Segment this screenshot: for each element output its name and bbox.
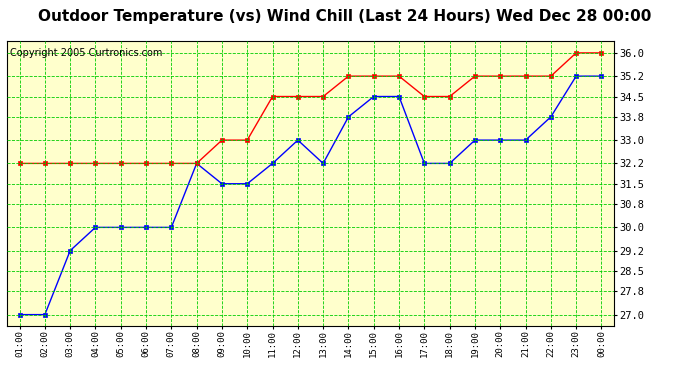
Text: Copyright 2005 Curtronics.com: Copyright 2005 Curtronics.com — [10, 48, 162, 58]
Text: Outdoor Temperature (vs) Wind Chill (Last 24 Hours) Wed Dec 28 00:00: Outdoor Temperature (vs) Wind Chill (Las… — [39, 9, 651, 24]
